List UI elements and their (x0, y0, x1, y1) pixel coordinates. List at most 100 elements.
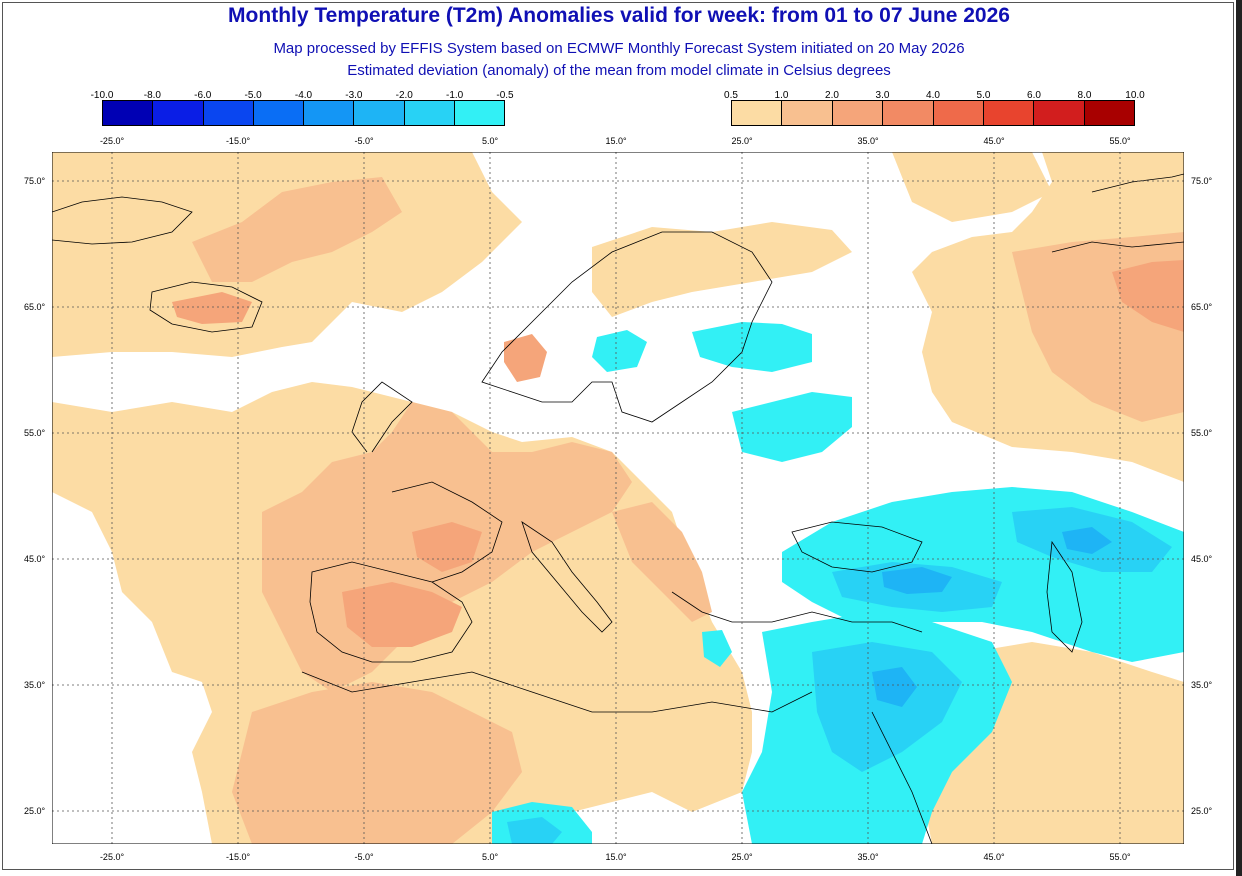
cold-region-greece (702, 630, 732, 667)
map-title: Monthly Temperature (T2m) Anomalies vali… (228, 4, 1010, 27)
longitude-tick-label: 25.0° (731, 852, 753, 862)
latitude-tick-label: 65.0° (1191, 302, 1213, 312)
longitude-tick-label: 25.0° (731, 136, 753, 146)
latitude-tick-label: 75.0° (24, 176, 46, 186)
latitude-tick-label: 75.0° (1191, 176, 1213, 186)
coast-greece-turkey (671, 591, 923, 633)
frame-right-edge (1236, 0, 1242, 876)
longitude-tick-label: -5.0° (354, 136, 374, 146)
warm-hot-france (412, 522, 482, 572)
longitude-tick-label: 55.0° (1109, 136, 1131, 146)
legend-warm-swatch (782, 101, 833, 125)
longitude-tick-label: -25.0° (99, 852, 125, 862)
warm-region-scandinavia (592, 222, 852, 317)
legend-cold-label: -10.0 (90, 90, 114, 101)
legend-warm-label: 6.0 (1027, 90, 1041, 101)
legend-cold-label: -8.0 (143, 90, 161, 101)
longitude-tick-label: 5.0° (481, 136, 499, 146)
latitude-tick-label: 65.0° (24, 302, 46, 312)
warm-core-north-africa (232, 682, 522, 844)
longitude-tick-label: 15.0° (605, 852, 627, 862)
legend-cold-label: -1.0 (446, 90, 464, 101)
coast-arctic (1051, 173, 1184, 253)
legend-cold-label: -3.0 (345, 90, 363, 101)
legend-cold-label: -2.0 (395, 90, 413, 101)
legend-warm-label: 2.0 (825, 90, 839, 101)
cold-core-levant (812, 642, 962, 772)
legend-warm-colorbar (731, 100, 1135, 126)
coast-caspian (1046, 540, 1083, 653)
cold-region-baltic (732, 392, 852, 462)
cold-deep-turkey (882, 567, 952, 594)
cold-region-finland (692, 322, 812, 372)
legend-warm-swatch (732, 101, 783, 125)
legend-cold-swatch (404, 101, 455, 125)
latitude-tick-label: 25.0° (1191, 806, 1213, 816)
coast-france-uk (351, 381, 503, 583)
warm-region-sahara-east (652, 712, 752, 812)
latitude-tick-label: 35.0° (24, 680, 46, 690)
legend-warm-swatch (832, 101, 884, 125)
latitude-tick-label: 45.0° (1191, 554, 1213, 564)
longitude-tick-label: 55.0° (1109, 852, 1131, 862)
legend-cold-label: -5.0 (244, 90, 262, 101)
warm-region-arctic-islands (892, 152, 1052, 222)
legend-cold-swatch (103, 101, 154, 125)
latitude-tick-label: 45.0° (24, 554, 46, 564)
coast-iceland (149, 281, 263, 333)
legend-warm-swatch (1084, 101, 1134, 125)
longitude-tick-label: 5.0° (481, 852, 499, 862)
map-subtitle-system: Map processed by EFFIS System based on E… (273, 40, 965, 57)
legend-cold-label: -6.0 (194, 90, 212, 101)
coast-red-sea (871, 711, 933, 844)
legend-warm-label: 4.0 (926, 90, 940, 101)
graticule (52, 152, 1184, 844)
cold-anomaly-strong (872, 527, 1112, 707)
legend-warm-label: 1.0 (774, 90, 789, 101)
legend-warm-swatch (983, 101, 1035, 125)
cold-deep-caucasus (1062, 527, 1112, 554)
latitude-tick-label: 55.0° (24, 428, 46, 438)
coast-iberia (309, 561, 473, 663)
warm-region-iceland-greenland (52, 152, 252, 272)
legend-warm-label: 0.5 (724, 90, 738, 101)
legend-warm-swatch (933, 101, 984, 125)
legend-cold-swatch (153, 101, 204, 125)
warm-anomaly-strong (172, 260, 1184, 647)
longitude-tick-label: -25.0° (99, 136, 125, 146)
latitude-tick-label: 55.0° (1191, 428, 1213, 438)
legend-cold-swatch (203, 101, 254, 125)
legend-warm-swatch (883, 101, 934, 125)
legend-warm-swatch (1034, 101, 1085, 125)
longitude-tick-label: 35.0° (857, 852, 879, 862)
cold-deep-levant (872, 667, 917, 707)
legend-cold-swatch (304, 101, 355, 125)
map-subtitle-units: Estimated deviation (anomaly) of the mea… (347, 62, 891, 79)
legend-cold-colorbar (102, 100, 505, 126)
coast-black-sea (791, 521, 923, 573)
anomaly-map (52, 152, 1184, 844)
latitude-tick-label: 35.0° (1191, 680, 1213, 690)
longitude-tick-label: -5.0° (354, 852, 374, 862)
longitude-tick-label: 15.0° (605, 136, 627, 146)
coastlines (52, 173, 1184, 844)
warm-hot-iberia (342, 582, 462, 647)
legend-warm-label: 10.0 (1125, 90, 1145, 101)
longitude-tick-label: 45.0° (983, 852, 1005, 862)
warm-core-balkans (612, 502, 712, 622)
legend-cold-swatch (354, 101, 405, 125)
legend-cold-swatch (454, 101, 504, 125)
longitude-tick-label: 45.0° (983, 136, 1005, 146)
legend-warm-label: 3.0 (875, 90, 890, 101)
warm-hot-iceland (172, 292, 252, 324)
legend-warm-label: 8.0 (1077, 90, 1092, 101)
cold-region-sweden (592, 330, 647, 372)
warm-hot-russia-east (1112, 260, 1184, 332)
warm-hot-norway (504, 334, 547, 382)
coast-italy (521, 521, 613, 633)
legend-warm-label: 5.0 (976, 90, 991, 101)
legend-cold-label: -4.0 (294, 90, 313, 101)
legend-cold-label: -0.5 (496, 90, 514, 101)
legend-cold-swatch (253, 101, 304, 125)
